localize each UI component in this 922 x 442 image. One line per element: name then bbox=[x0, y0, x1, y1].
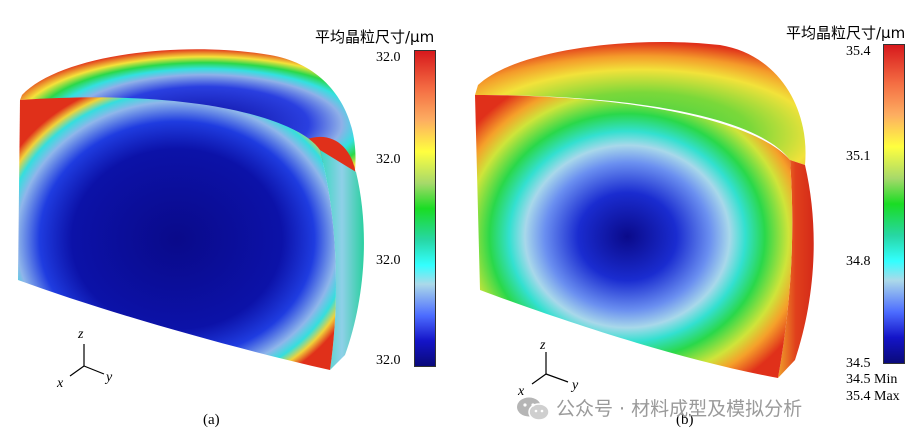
colorbar-b-tick-2: 35.1 bbox=[846, 149, 871, 164]
colorbar-b-tick-3: 34.8 bbox=[846, 254, 871, 269]
axis-z-label-a: z bbox=[78, 327, 84, 342]
caption-a: (a) bbox=[203, 412, 220, 428]
colorbar-a-tick-3: 32.0 bbox=[376, 253, 401, 268]
grain-size-model-a bbox=[18, 49, 364, 371]
axis-y-label-b: y bbox=[572, 378, 579, 393]
colorbar-b-tick-4: 34.5 bbox=[846, 356, 871, 371]
axis-x-label-b: x bbox=[518, 384, 525, 399]
wechat-icon bbox=[517, 397, 550, 421]
colorbar-title-b: 平均晶粒尺寸/μm bbox=[786, 24, 906, 42]
colorbar-b-min-label: 34.5 Min bbox=[846, 372, 898, 387]
colorbar-a-tick-1: 32.0 bbox=[376, 50, 401, 65]
colorbar-b-tick-1: 35.4 bbox=[846, 44, 871, 59]
colorbar-b bbox=[883, 44, 905, 364]
watermark-text: 公众号 · 材料成型及模拟分析 bbox=[556, 398, 803, 420]
colorbar-a-tick-2: 32.0 bbox=[376, 152, 401, 167]
axis-y-label-a: y bbox=[106, 370, 113, 385]
caption-b: (b) bbox=[676, 412, 694, 428]
colorbar-title-a: 平均晶粒尺寸/μm bbox=[315, 28, 435, 46]
colorbar-a-tick-4: 32.0 bbox=[376, 353, 401, 368]
axis-z-label-b: z bbox=[540, 338, 546, 353]
colorbar-b-max-label: 35.4 Max bbox=[846, 389, 900, 404]
colorbar-a bbox=[414, 50, 436, 367]
axis-x-label-a: x bbox=[57, 376, 64, 391]
axis-triad-b bbox=[531, 352, 569, 385]
grain-size-model-b bbox=[475, 41, 814, 378]
axis-triad-a bbox=[69, 344, 105, 377]
